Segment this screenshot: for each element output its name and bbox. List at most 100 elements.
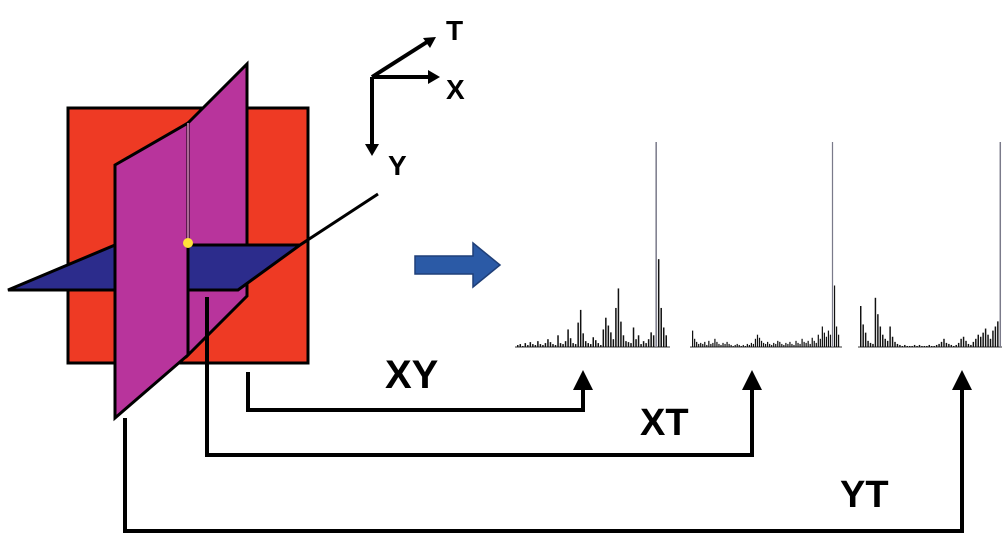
histogram-xy-bar bbox=[650, 332, 652, 347]
histogram-xt-bar bbox=[728, 343, 730, 347]
histogram-xt-bar bbox=[732, 345, 734, 347]
histogram-xt-bar bbox=[710, 343, 712, 347]
histogram-xt-bar bbox=[807, 340, 809, 347]
histogram-xt-bar bbox=[775, 343, 777, 347]
histogram-xy-bar bbox=[602, 329, 605, 347]
histogram-xt-bar bbox=[724, 343, 726, 347]
histogram-xy-bar bbox=[554, 345, 557, 347]
histogram-xt-bar bbox=[815, 342, 817, 347]
histogram-xt bbox=[692, 142, 840, 348]
histogram-xy-bar bbox=[612, 339, 615, 347]
x-arrowhead bbox=[428, 70, 440, 84]
histogram-xy-bar bbox=[557, 335, 559, 347]
histogram-xt-bar bbox=[767, 341, 769, 348]
histogram-xy-bar bbox=[652, 335, 655, 347]
histogram-xt-bar bbox=[803, 341, 805, 348]
histogram-yt-bar bbox=[896, 343, 899, 347]
histogram-xy-bar bbox=[584, 341, 587, 347]
histogram-xy-bar bbox=[549, 342, 552, 347]
histogram-yt-bar bbox=[918, 344, 921, 347]
histogram-xy-bar bbox=[564, 341, 567, 347]
histogram-xy-bar bbox=[592, 337, 595, 347]
histogram-yt-bar bbox=[877, 314, 879, 347]
histogram-yt-bar bbox=[931, 345, 933, 347]
histogram-xy-bar bbox=[579, 309, 582, 347]
histogram-yt-bar bbox=[965, 340, 967, 347]
histogram-yt-bar bbox=[882, 334, 884, 347]
histogram-yt-bar bbox=[945, 342, 948, 347]
histogram-xy-bar bbox=[552, 344, 554, 347]
histogram-yt-bar bbox=[999, 142, 1002, 347]
histogram-xt-bar bbox=[771, 344, 773, 347]
histogram-xy-bar bbox=[607, 325, 610, 347]
histogram-xy-bar bbox=[640, 344, 642, 347]
histogram-xt-bar bbox=[694, 338, 696, 347]
histogram-xy-bar bbox=[620, 321, 622, 347]
histogram-yt-bar bbox=[982, 332, 984, 347]
histogram-xy-bar bbox=[537, 341, 539, 347]
histogram-xy-bar bbox=[625, 341, 627, 347]
histogram-xt-bar bbox=[754, 338, 757, 347]
histogram-yt-bar bbox=[906, 345, 908, 347]
histogram-xt-bar bbox=[781, 343, 783, 347]
histogram-xy-bar bbox=[539, 344, 542, 347]
histogram-yt-bar bbox=[901, 345, 904, 347]
yt-arrowhead bbox=[952, 370, 972, 390]
histogram-xt-bar bbox=[742, 344, 744, 347]
histogram-xt-bar bbox=[813, 340, 815, 347]
yt-label: YT bbox=[840, 474, 889, 516]
histogram-xy-bar bbox=[630, 343, 632, 347]
histogram-xt-bar bbox=[797, 342, 799, 347]
histogram-yt-bar bbox=[940, 341, 943, 348]
histogram-yt-bar bbox=[984, 328, 987, 347]
xt-connector-line bbox=[205, 297, 754, 457]
histogram-xt-bar bbox=[716, 341, 718, 348]
histogram-xt-bar bbox=[736, 343, 738, 347]
histogram-xt-bar bbox=[831, 142, 834, 347]
y-arrowhead bbox=[365, 144, 379, 156]
histogram-xy-bar bbox=[615, 307, 617, 347]
histogram-xy-bar bbox=[660, 307, 662, 347]
histogram-yt-bar bbox=[913, 344, 916, 347]
histogram-xt-bar bbox=[793, 344, 795, 347]
histogram-xt-bar bbox=[726, 341, 728, 348]
histogram-xt-bar bbox=[762, 342, 765, 347]
histogram-xy-bar bbox=[534, 345, 537, 347]
histogram-yt bbox=[860, 142, 1002, 348]
histogram-xy-bar bbox=[635, 339, 637, 347]
histogram-xt-bar bbox=[692, 330, 694, 347]
connectors bbox=[123, 297, 964, 533]
histogram-xt-bar bbox=[835, 326, 838, 347]
histogram-xy-bar bbox=[645, 343, 647, 347]
histogram-yt-bar bbox=[935, 344, 938, 347]
histogram-yt-bar bbox=[977, 334, 979, 347]
histogram-yt-bar bbox=[975, 338, 977, 347]
histogram-xy-bar bbox=[627, 342, 630, 347]
histogram-xy-bar bbox=[595, 340, 597, 347]
histogram-xt-bar bbox=[698, 343, 700, 347]
histogram-yt-bar bbox=[862, 324, 864, 347]
histogram-xt-bar bbox=[700, 342, 702, 347]
histogram-xt-bar bbox=[744, 345, 746, 347]
histogram-xt-bar bbox=[801, 338, 803, 347]
histogram-xy-bar bbox=[532, 344, 534, 347]
histogram-yt-bar bbox=[926, 345, 928, 347]
histogram-xy-bar bbox=[655, 142, 657, 347]
histogram-yt-bar bbox=[891, 336, 894, 347]
histogram-xy-bar bbox=[665, 335, 667, 347]
histogram-xt-bar bbox=[734, 344, 736, 347]
histogram-xt-bar bbox=[750, 342, 753, 347]
histogram-yt-bar bbox=[962, 336, 965, 347]
histogram-xy-bar bbox=[662, 327, 665, 347]
histogram-yt-bar bbox=[889, 326, 891, 347]
histogram-yt-bar bbox=[943, 338, 945, 347]
histogram-xy-bar bbox=[642, 341, 645, 347]
histogram-xt-bar bbox=[837, 334, 840, 347]
histogram-xy-bar bbox=[577, 322, 579, 347]
histogram-xt-bar bbox=[779, 341, 781, 348]
histogram-xy-bar bbox=[657, 259, 660, 347]
axis-indicator bbox=[370, 40, 429, 145]
xy-label: XY bbox=[385, 353, 439, 397]
histogram-xy-bar bbox=[547, 339, 549, 347]
histogram-xt-bar bbox=[829, 334, 832, 347]
